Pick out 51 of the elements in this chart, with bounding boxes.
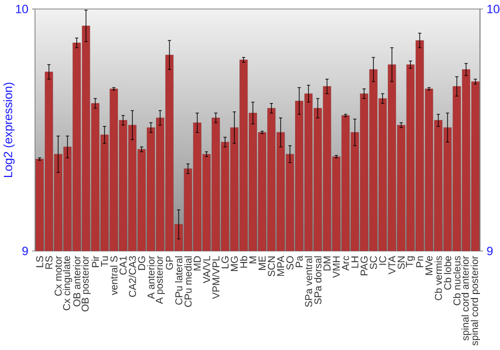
x-tick-label: OB posterior <box>81 256 91 312</box>
x-tick-label: OB anterior <box>73 256 80 306</box>
x-tick-label: Tu <box>101 256 108 267</box>
x-tick-label: LG <box>222 256 229 268</box>
x-tick-label: SPa dorsal <box>314 256 322 304</box>
x-tick-label: CPu lateral <box>175 256 182 305</box>
x-tick-label: A posterior <box>156 256 165 304</box>
x-tick-label: VA/VL <box>202 256 210 284</box>
x-tick-label: A anterior <box>147 256 155 300</box>
x-tick-label: SO <box>286 256 294 270</box>
x-tick-label: Hb <box>240 256 248 268</box>
x-tick-label: DM <box>324 256 330 270</box>
x-tick-label: RS <box>45 256 52 269</box>
x-tick-label: Cb nucleus <box>453 256 460 306</box>
x-tick-label: VPM/VPL <box>212 256 220 299</box>
x-tick-label: Pn <box>416 256 424 268</box>
x-tick-label: DG <box>138 256 146 270</box>
x-tick-label: GP <box>166 256 173 270</box>
x-tick-label: SN <box>398 256 405 270</box>
x-tick-label: Cb vermis <box>434 256 442 300</box>
x-tick-label: VTA <box>388 256 396 274</box>
x-tick-label: spinal cord posterior <box>470 256 480 346</box>
x-tick-label: SCN <box>268 256 275 276</box>
x-tick-label: MPA <box>277 256 284 276</box>
x-tick-label: CA2/CA3 <box>128 256 136 297</box>
x-tick-label: SPa ventral <box>304 256 312 307</box>
y2-tick-label: 10 <box>487 4 500 14</box>
x-tick-label: ME <box>258 256 266 270</box>
x-tick-label: Tg <box>406 256 415 268</box>
x-tick-label: Pir <box>92 256 99 268</box>
x-tick-label: PAG <box>360 256 368 276</box>
x-tick-label: LH <box>351 256 358 268</box>
x-tick-label: Arc <box>342 256 350 271</box>
x-tick-label: MVe <box>426 256 432 275</box>
x-tick-label: MD <box>194 256 201 270</box>
x-tick-label: CPu medial <box>184 256 192 307</box>
x-tick-label: ventral S <box>110 256 118 296</box>
y-axis-title: Log2 (expression) <box>3 82 15 178</box>
x-tick-label: Cb lobe <box>444 256 452 290</box>
y2-tick-label: 9 <box>487 246 493 256</box>
x-tick-label: MG <box>230 256 238 271</box>
x-tick-label: IC <box>379 256 386 265</box>
x-tick-label: spinal cord anterior <box>461 256 471 340</box>
x-tick-label: LS <box>36 256 44 268</box>
x-tick-label: SC <box>370 256 377 270</box>
x-tick-label: Cx motor <box>54 256 62 296</box>
x-tick-label: CA1 <box>120 256 127 275</box>
x-tick-label: Cx cingulate <box>62 256 72 310</box>
x-tick-label: Pa <box>296 256 303 268</box>
x-tick-label: VMH <box>332 256 340 278</box>
x-tick-label: M <box>249 256 256 264</box>
